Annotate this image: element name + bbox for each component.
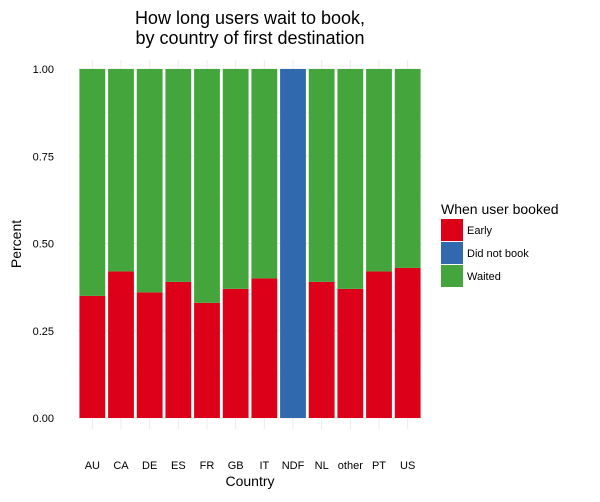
x-tick-label: PT: [372, 460, 386, 472]
y-tick-label: 0.75: [33, 151, 54, 163]
bar-early-nl: [308, 281, 335, 418]
bar-early-pt: [366, 271, 392, 418]
bar-waited-it: [251, 69, 278, 279]
bar-early-de: [136, 292, 163, 418]
x-tick-label: FR: [200, 460, 215, 472]
bar-early-fr: [194, 302, 220, 418]
bar-early-ca: [108, 271, 134, 418]
legend-label: Early: [467, 225, 493, 237]
x-tick-label: CA: [113, 460, 129, 472]
x-tick-label: IT: [259, 460, 269, 472]
y-tick-label: 1.00: [33, 64, 54, 76]
y-tick-label: 0.25: [33, 326, 54, 338]
x-tick-label: AU: [85, 460, 100, 472]
bar-waited-other: [337, 69, 364, 289]
y-tick-label: 0.00: [33, 413, 54, 425]
x-tick-label: other: [338, 460, 363, 472]
bar-waited-de: [136, 69, 163, 293]
bar-early-es: [165, 281, 192, 418]
bar-early-us: [394, 267, 421, 418]
x-tick-label: NL: [315, 460, 329, 472]
bar-early-it: [251, 278, 278, 418]
bar-waited-ca: [108, 69, 134, 272]
bars: [79, 69, 421, 418]
chart-title-line-1: How long users wait to book,: [135, 8, 365, 28]
x-tick-label: GB: [228, 460, 244, 472]
legend-label: Did not book: [467, 248, 529, 260]
bar-waited-nl: [308, 69, 335, 282]
bar-waited-fr: [194, 69, 220, 303]
chart-title-line-2: by country of first destination: [135, 28, 364, 48]
x-tick-label: NDF: [282, 460, 305, 472]
y-axis-label: Percent: [8, 220, 24, 268]
legend-key-early: [441, 219, 463, 241]
bar-early-gb: [222, 288, 249, 418]
bar-did-not-book-ndf: [280, 69, 306, 418]
bar-waited-pt: [366, 69, 392, 272]
legend: When user booked Early Did not book Waited: [441, 201, 559, 287]
bar-waited-es: [165, 69, 192, 282]
x-tick-label: DE: [142, 460, 157, 472]
bar-early-other: [337, 288, 364, 418]
legend-key-waited: [441, 265, 463, 287]
x-axis-label: Country: [225, 473, 274, 489]
y-tick-label: 0.50: [33, 239, 54, 251]
x-tick-label: ES: [171, 460, 186, 472]
bar-early-au: [79, 295, 106, 418]
legend-label: Waited: [467, 271, 501, 283]
bar-waited-us: [394, 69, 421, 268]
bar-waited-gb: [222, 69, 249, 289]
x-tick-label: US: [400, 460, 415, 472]
legend-key-did-not-book: [441, 242, 463, 264]
bar-waited-au: [79, 69, 106, 296]
legend-title: When user booked: [441, 201, 559, 217]
axes: 0.00 0.25 0.50 0.75 1.00 AU CA DE ES FR GB IT NDF NL o…: [33, 64, 416, 472]
